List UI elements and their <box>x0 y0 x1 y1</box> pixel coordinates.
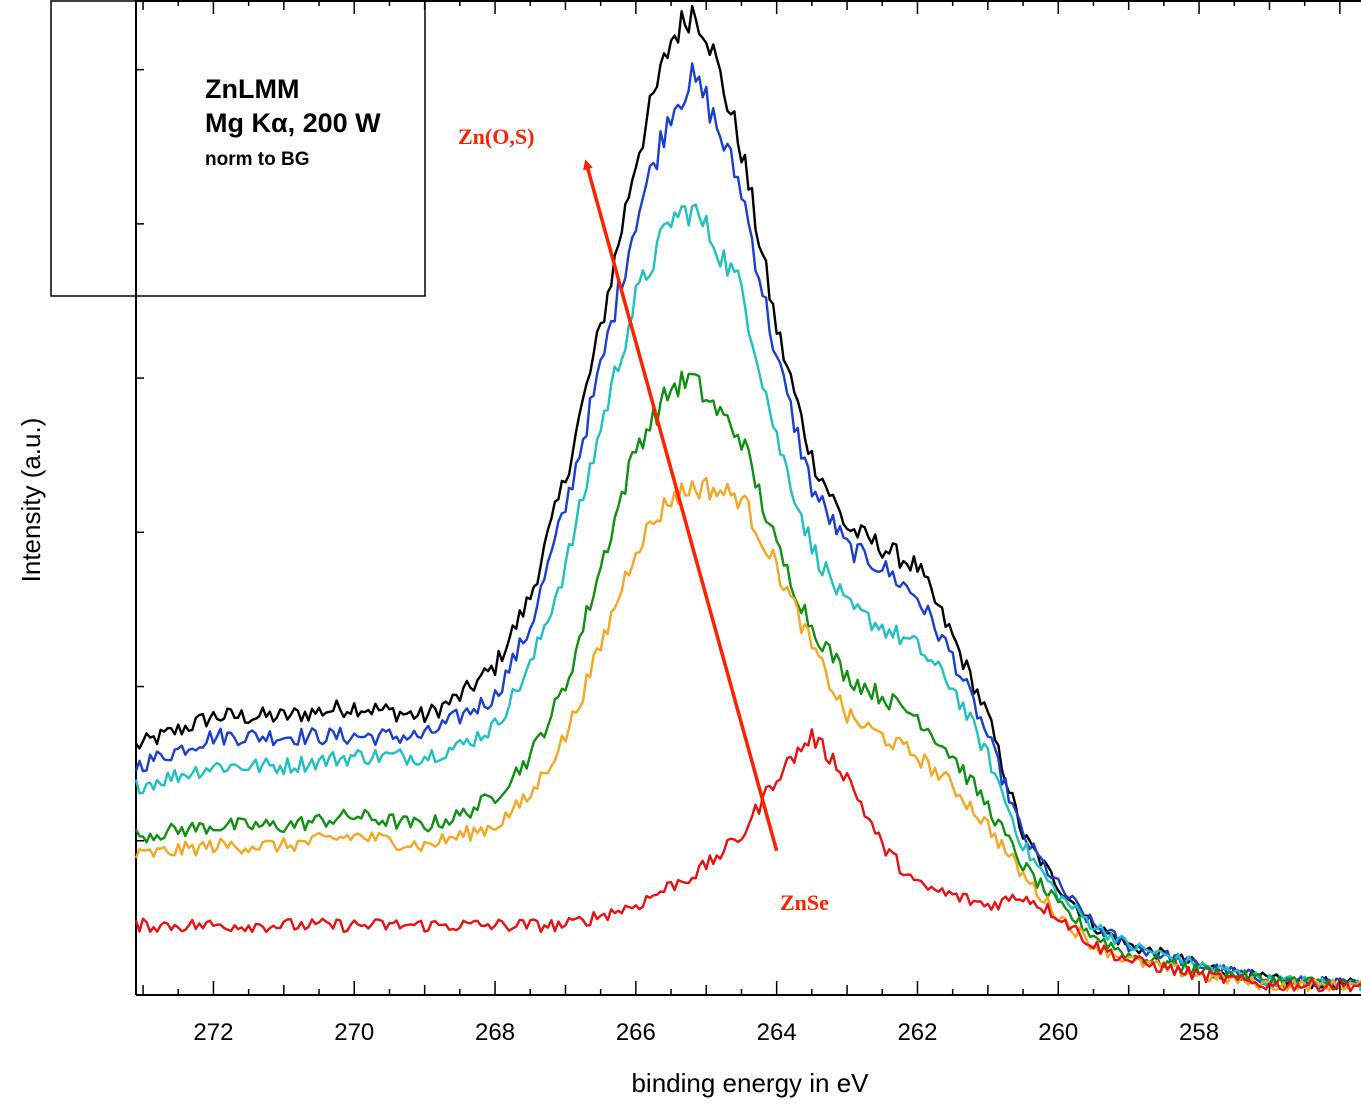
plot-frame <box>135 0 1361 996</box>
x-tick-label: 264 <box>757 1019 797 1046</box>
legend-source: Mg Kα, 200 W <box>205 108 381 138</box>
annotations: Zn(O,S) ZnSe <box>458 124 829 915</box>
series-line-3 <box>134 203 1361 992</box>
legend-box: ZnLMM Mg Kα, 200 W norm to BG <box>50 0 426 297</box>
legend-title: ZnLMM <box>205 74 299 104</box>
x-tick-label: 258 <box>1179 1019 1219 1046</box>
x-tick-labels: 272 270 268 266 264 262 260 258 <box>193 1019 1219 1046</box>
series-line-4 <box>134 370 1361 991</box>
trend-arrow <box>583 159 779 852</box>
x-tick-label: 266 <box>616 1019 656 1046</box>
x-tick-label: 272 <box>193 1019 233 1046</box>
x-tick-label: 268 <box>475 1019 515 1046</box>
x-tick-label: 262 <box>897 1019 937 1046</box>
x-tick-label: 270 <box>334 1019 374 1046</box>
y-axis-title: Intensity (a.u.) <box>16 418 46 583</box>
series-line-5 <box>134 476 1361 993</box>
tick-marks <box>136 0 1341 995</box>
x-axis-title: binding energy in eV <box>631 1068 869 1098</box>
annotation-zn-o-s: Zn(O,S) <box>458 124 534 149</box>
annotation-znse: ZnSe <box>780 890 829 915</box>
x-tick-label: 260 <box>1038 1019 1078 1046</box>
series-line-1 <box>135 4 1361 991</box>
series-line-6 <box>134 728 1361 993</box>
legend-note: norm to BG <box>205 149 310 170</box>
series-line-2 <box>134 62 1361 990</box>
legend-frame <box>50 0 426 297</box>
series-layer <box>134 4 1361 993</box>
